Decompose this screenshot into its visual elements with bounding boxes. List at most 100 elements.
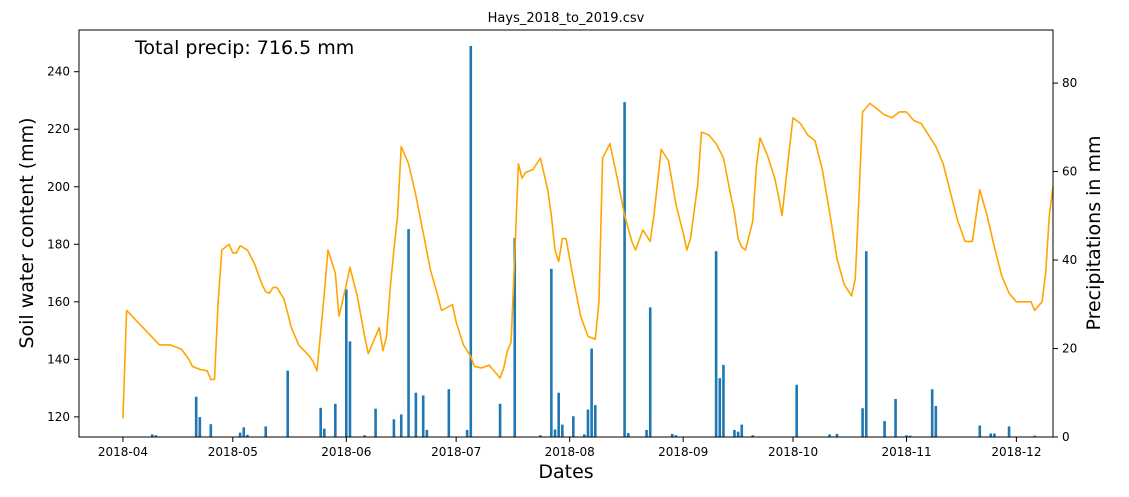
y-left-tick-label: 140 [47, 352, 70, 366]
y-right-tick-label: 60 [1062, 165, 1077, 179]
precip-bar [978, 425, 982, 437]
soil-water-line [122, 102, 1054, 419]
x-tick-label: 2018-04 [98, 445, 148, 459]
precip-bar [586, 409, 590, 437]
precip-bar [425, 429, 429, 437]
y-left-tick-label: 120 [47, 410, 70, 424]
precip-bar [751, 435, 755, 437]
precip-bar [414, 392, 418, 437]
x-tick-label: 2018-05 [208, 445, 258, 459]
precip-bar [674, 435, 678, 437]
precip-bar [645, 429, 648, 437]
precip-bar [286, 370, 290, 437]
y-left-tick-label: 200 [47, 180, 70, 194]
precip-bar [264, 426, 268, 437]
precip-bar [447, 389, 451, 437]
precip-bar [828, 434, 831, 437]
x-tick-label: 2018-10 [768, 445, 818, 459]
precip-bar [209, 424, 213, 437]
precip-bar [150, 434, 154, 437]
precip-bar [513, 237, 517, 437]
precip-bar [550, 268, 553, 437]
precip-bar [194, 396, 198, 437]
precip-bar [561, 424, 564, 437]
precip-bar [1033, 435, 1036, 437]
y-right-axis-label: Precipitations in mm [1083, 135, 1105, 330]
precip-bar [934, 406, 938, 437]
precip-bar [722, 364, 725, 437]
precip-bar [795, 384, 798, 437]
precip-bar [319, 407, 322, 437]
y-left-tick-label: 220 [47, 122, 70, 136]
precip-bar [733, 429, 736, 437]
x-tick-label: 2018-12 [991, 445, 1041, 459]
precip-bar [246, 434, 249, 437]
precip-bar [623, 102, 626, 438]
precip-bar [154, 435, 158, 437]
x-tick-label: 2018-06 [321, 445, 371, 459]
x-tick-label: 2018-11 [881, 445, 931, 459]
y-left-tick-label: 240 [47, 65, 70, 79]
precip-bar [740, 424, 744, 437]
precip-bar [392, 419, 396, 437]
precip-bar [908, 435, 912, 437]
precip-bar [736, 431, 740, 437]
precip-bar [905, 435, 908, 437]
precip-bar [348, 341, 352, 437]
precip-bar [670, 433, 674, 437]
plot-frame [78, 29, 1054, 438]
precip-bar [861, 408, 864, 437]
total-precip-annotation: Total precip: 716.5 mm [134, 37, 354, 59]
precip-bar [593, 405, 597, 437]
precip-bar [421, 395, 425, 437]
precip-bar [238, 432, 242, 437]
precip-bar [539, 435, 542, 437]
precip-bar [572, 416, 575, 437]
precip-bar [648, 307, 652, 437]
precip-bar [345, 289, 348, 437]
precip-bar [864, 251, 868, 437]
y-right-tick-label: 0 [1062, 430, 1070, 444]
y-left-tick-label: 180 [47, 237, 70, 251]
precip-bar [993, 433, 996, 437]
precip-bar [553, 429, 557, 437]
x-axis-label: Dates [538, 461, 593, 483]
y-right-axis-ticks: 0 20 40 60 80 [1053, 76, 1077, 444]
x-axis-ticks: 2018-04 2018-05 2018-06 2018-07 2018-08 2018-… [98, 437, 1041, 459]
x-tick-label: 2018-09 [658, 445, 708, 459]
precip-bar [407, 229, 410, 437]
precip-bar [714, 251, 718, 437]
precip-bar [242, 427, 246, 437]
precip-bar [399, 414, 403, 437]
x-tick-label: 2018-08 [545, 445, 595, 459]
y-right-tick-label: 40 [1062, 253, 1077, 267]
y-left-tick-label: 160 [47, 295, 70, 309]
precip-bars-group [150, 45, 1036, 438]
precip-bar [323, 428, 326, 437]
y-left-axis-ticks: 120 140 160 180 200 220 240 [47, 65, 79, 424]
precip-bar [835, 433, 839, 437]
x-tick-label: 2018-07 [431, 445, 481, 459]
y-left-axis-label: Soil water content (mm) [16, 117, 38, 348]
precip-bar [469, 45, 473, 438]
precip-bar [894, 398, 897, 437]
precip-bar [198, 417, 202, 437]
precip-bar [363, 435, 366, 437]
precip-bar [1007, 426, 1011, 437]
precip-bar [374, 408, 377, 437]
precip-bar [930, 389, 934, 437]
precip-bar [465, 429, 469, 437]
chart-title: Hays_2018_to_2019.csv [488, 11, 645, 26]
precip-bar [590, 348, 593, 437]
precip-bar [557, 392, 560, 437]
y-right-tick-label: 20 [1062, 342, 1077, 356]
precip-bar [334, 403, 337, 437]
y-right-tick-label: 80 [1062, 76, 1077, 90]
precip-bar [498, 403, 502, 437]
precip-bar [883, 421, 886, 437]
precip-bar [989, 433, 993, 437]
precip-bar [626, 433, 630, 437]
precip-bar [718, 378, 722, 437]
